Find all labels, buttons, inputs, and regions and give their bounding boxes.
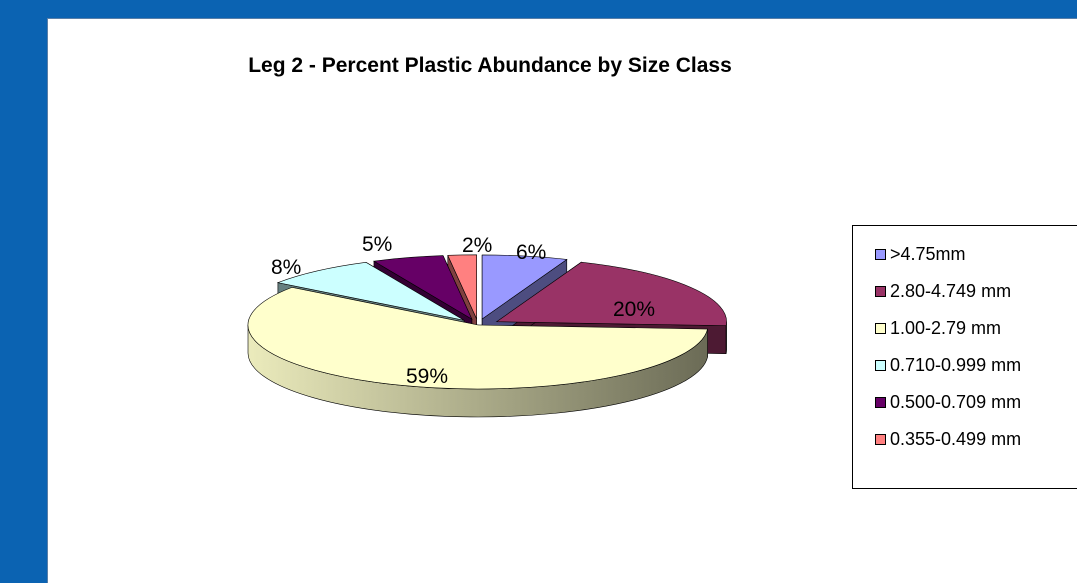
legend-swatch-3 bbox=[875, 360, 886, 371]
legend-swatch-1 bbox=[875, 286, 886, 297]
pie-data-label-3: 8% bbox=[271, 256, 301, 279]
legend-label-4: 0.500-0.709 mm bbox=[890, 392, 1021, 413]
legend-item-0: >4.75mm bbox=[875, 242, 966, 266]
pie-data-label-0: 6% bbox=[516, 241, 546, 264]
pie-data-label-2: 59% bbox=[406, 365, 448, 388]
legend-label-3: 0.710-0.999 mm bbox=[890, 355, 1021, 376]
legend-label-2: 1.00-2.79 mm bbox=[890, 318, 1001, 339]
legend-label-0: >4.75mm bbox=[890, 244, 966, 265]
chart-area: Leg 2 - Percent Plastic Abundance by Siz… bbox=[47, 18, 1077, 583]
legend-item-3: 0.710-0.999 mm bbox=[875, 353, 1021, 377]
chart-legend: >4.75mm 2.80-4.749 mm 1.00-2.79 mm 0.710-0.… bbox=[852, 225, 1077, 489]
legend-label-1: 2.80-4.749 mm bbox=[890, 281, 1011, 302]
legend-item-4: 0.500-0.709 mm bbox=[875, 390, 1021, 414]
legend-swatch-4 bbox=[875, 397, 886, 408]
legend-swatch-0 bbox=[875, 249, 886, 260]
legend-swatch-5 bbox=[875, 434, 886, 445]
pie-data-label-4: 5% bbox=[362, 233, 392, 256]
pie-data-label-5: 2% bbox=[462, 234, 492, 257]
legend-label-5: 0.355-0.499 mm bbox=[890, 429, 1021, 450]
legend-swatch-2 bbox=[875, 323, 886, 334]
legend-item-1: 2.80-4.749 mm bbox=[875, 279, 1011, 303]
pie-data-label-1: 20% bbox=[613, 298, 655, 321]
legend-item-5: 0.355-0.499 mm bbox=[875, 427, 1021, 451]
legend-item-2: 1.00-2.79 mm bbox=[875, 316, 1001, 340]
